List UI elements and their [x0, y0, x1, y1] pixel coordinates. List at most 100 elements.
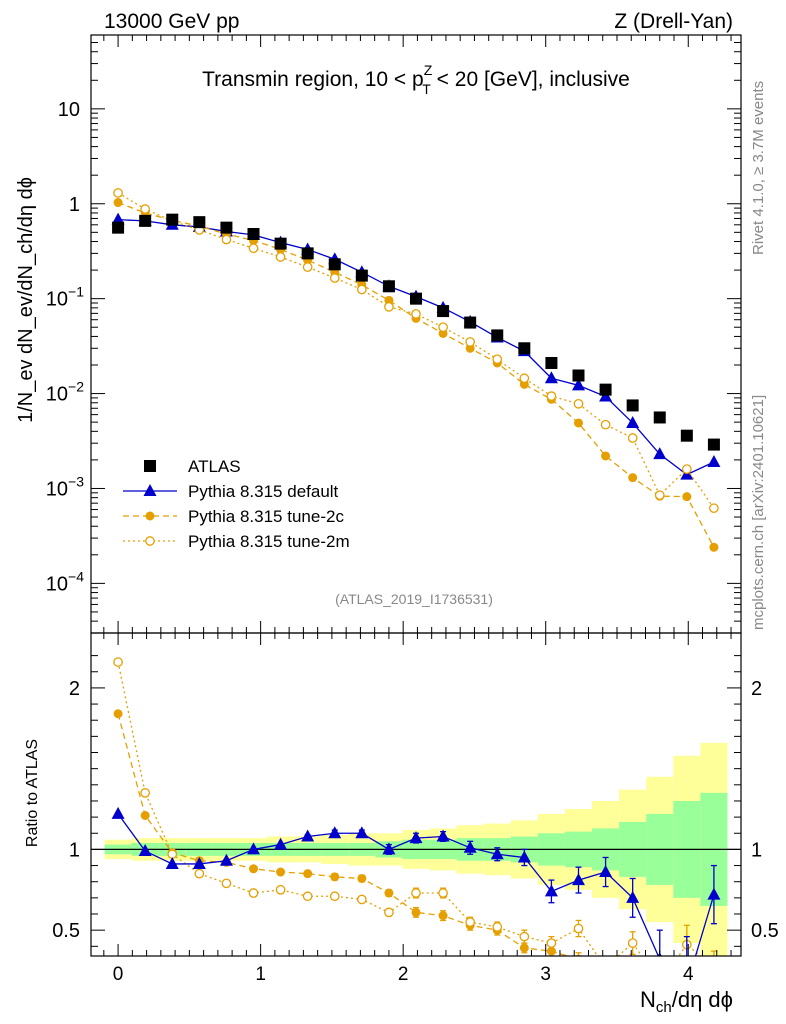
- ratio-tick-label: 1: [69, 839, 80, 861]
- data-point-0: [301, 247, 314, 260]
- mcplots-label: mcplots.cern.ch [arXiv:2401.10621]: [750, 395, 767, 630]
- main-panel: 10−4 10−3 10−2 10−1 1 10 Transmin region, 10 …: [15, 34, 742, 634]
- data-point-0: [274, 237, 287, 250]
- ratio-point-2: [384, 888, 394, 898]
- y-tick-label: 10−4: [46, 568, 84, 595]
- data-point-3: [627, 433, 638, 443]
- x-axis-label-sub: ch: [656, 999, 672, 1016]
- data-point-0: [193, 216, 206, 229]
- ratio-point-3: [465, 917, 476, 927]
- ratio-point-1: [165, 856, 179, 869]
- ratio-panel: 0 1 2 3 4 0.5 0.5 1 1 2 2 Ratio to ATLAS: [24, 632, 779, 991]
- ratio-point-3: [194, 868, 205, 879]
- data-point-3: [546, 391, 557, 401]
- data-point-0: [518, 342, 531, 355]
- ratio-point-3: [221, 878, 232, 889]
- data-point-0: [545, 356, 558, 369]
- ratio-point-1: [707, 887, 721, 900]
- x-tick-label: 2: [398, 964, 409, 985]
- ratio-point-1: [409, 831, 423, 844]
- data-point-2: [628, 473, 638, 483]
- x-axis-label: Nch/dη dϕ: [640, 987, 733, 1016]
- data-point-0: [220, 221, 233, 234]
- x-tick-label: 0: [113, 964, 124, 985]
- legend-label-1: Pythia 8.315 default: [188, 482, 339, 501]
- data-point-1: [707, 455, 721, 468]
- ratio-tick-label: 2: [69, 678, 80, 700]
- legend-marker-1: [143, 484, 157, 496]
- ratio-point-3: [411, 888, 421, 898]
- ratio-point-3: [329, 891, 340, 902]
- data-point-0: [139, 214, 152, 227]
- data-point-1: [572, 378, 585, 391]
- data-point-2: [682, 492, 692, 502]
- data-point-3: [275, 252, 286, 262]
- legend-label-2: Pythia 8.315 tune-2c: [188, 507, 344, 526]
- ratio-point-3: [601, 963, 609, 971]
- data-point-3: [113, 188, 123, 198]
- data-point-3: [411, 309, 421, 319]
- data-point-1: [544, 371, 558, 384]
- x-tick-label: 3: [540, 964, 551, 985]
- data-point-0: [247, 228, 260, 241]
- ratio-point-1: [436, 829, 450, 842]
- analysis-id: (ATLAS_2019_I1736531): [335, 591, 493, 607]
- data-point-1: [626, 415, 640, 428]
- ratio-point-3: [275, 884, 286, 895]
- data-point-0: [410, 292, 422, 305]
- legend-label-3: Pythia 8.315 tune-2m: [188, 532, 350, 551]
- data-point-2: [574, 418, 583, 428]
- ratio-point-3: [710, 963, 718, 971]
- ratio-point-2: [655, 982, 664, 991]
- ratio-point-2: [519, 943, 529, 953]
- data-point-3: [329, 273, 340, 283]
- ratio-point-1: [572, 873, 585, 886]
- data-point-3: [709, 503, 719, 514]
- series-line-1: [118, 219, 715, 476]
- data-point-3: [654, 490, 665, 501]
- y-tick-label: 10−1: [46, 284, 84, 311]
- ratio-point-3: [492, 922, 503, 932]
- ratio-point-3: [302, 891, 313, 902]
- ratio-point-3: [384, 907, 394, 918]
- data-point-3: [438, 322, 448, 333]
- ratio-point-3: [248, 888, 259, 898]
- data-point-0: [572, 369, 585, 382]
- legend-marker-0: [144, 460, 156, 472]
- ratio-point-1: [382, 842, 396, 855]
- ratio-point-2: [628, 979, 637, 988]
- ratio-tick-label-right: 2: [751, 678, 762, 700]
- ratio-point-2: [276, 867, 286, 877]
- data-point-0: [626, 399, 639, 412]
- data-point-0: [707, 438, 720, 451]
- data-point-3: [465, 337, 476, 347]
- legend-label-0: ATLAS: [188, 457, 241, 476]
- data-point-3: [384, 301, 394, 312]
- ratio-point-1: [490, 847, 504, 860]
- data-point-2: [601, 451, 611, 461]
- data-point-3: [573, 398, 584, 409]
- ratio-point-1: [599, 865, 613, 878]
- data-point-3: [681, 464, 692, 474]
- ratio-point-3: [140, 788, 151, 798]
- ratio-point-1: [219, 853, 233, 866]
- data-point-3: [492, 354, 503, 365]
- y-tick-label: 10: [58, 99, 80, 121]
- rivet-label: Rivet 4.1.0, ≥ 3.7M events: [750, 81, 767, 255]
- ratio-point-2: [411, 907, 421, 917]
- plot-title-sup: Z: [424, 62, 433, 78]
- ratio-point-1: [463, 840, 477, 853]
- ratio-point-2: [601, 974, 610, 983]
- data-point-0: [355, 269, 368, 282]
- data-point-0: [166, 213, 179, 226]
- legend-marker-2: [145, 511, 155, 521]
- data-point-0: [328, 258, 341, 271]
- ratio-point-1: [138, 844, 152, 857]
- data-point-0: [112, 221, 125, 234]
- data-point-0: [653, 411, 666, 424]
- ratio-point-2: [357, 873, 367, 883]
- ratio-point-1: [328, 826, 342, 839]
- ratio-point-3: [627, 938, 638, 948]
- ratio-point-3: [573, 923, 584, 934]
- plot-title: Transmin region, 10 < pZ T < 20 [GeV], in…: [202, 62, 630, 97]
